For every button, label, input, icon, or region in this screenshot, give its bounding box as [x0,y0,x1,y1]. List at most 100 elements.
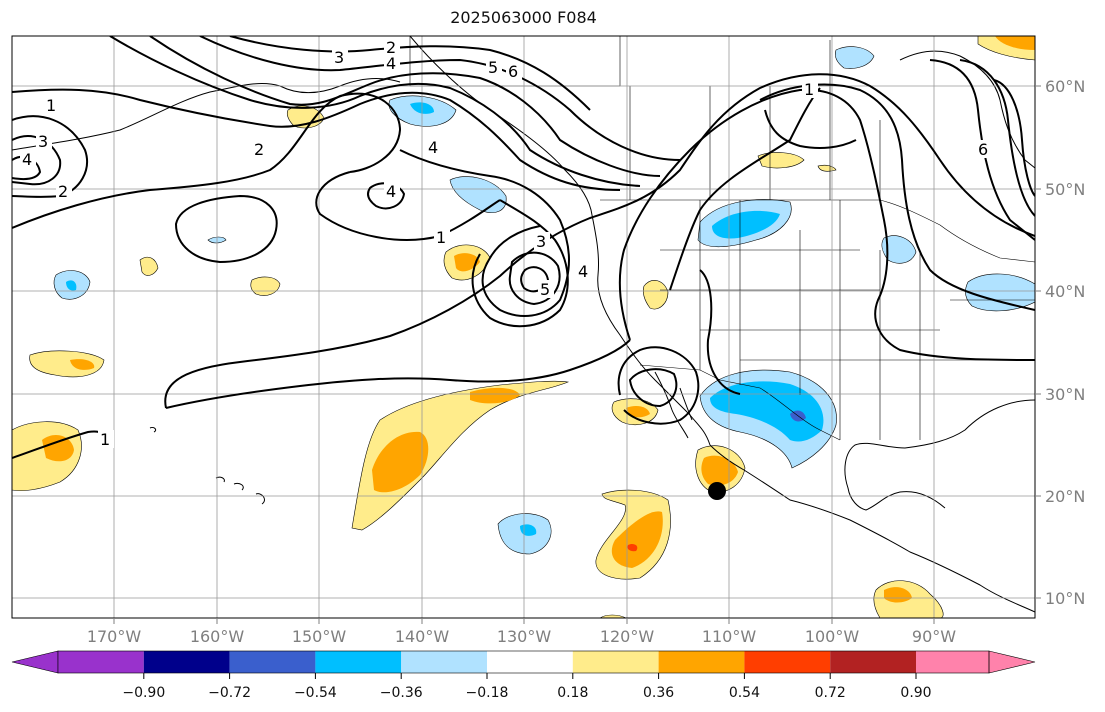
contour-label: 5 [488,58,498,77]
colorbar-tick-label: −0.90 [122,685,165,701]
lon-tick-label: 170°W [87,627,142,646]
colorbar-swatch [830,651,916,673]
contour-line [164,73,1035,409]
contour-label: 6 [508,62,518,81]
positive-anomaly-region [626,406,650,418]
contour-label: 6 [978,140,988,159]
negative-anomaly-region [710,381,824,442]
contour-line [149,36,661,177]
shaded-anomaly-regions [12,36,1035,618]
contour-label: 3 [38,132,48,151]
lon-tick-label: 90°W [912,627,956,646]
colorbar-tick-label: −0.36 [380,685,423,701]
colorbar-extend-high [988,650,1036,674]
negative-anomaly-region [834,46,875,69]
contour-line [315,171,501,241]
colorbar-ticks [143,673,917,679]
colorbar-swatch [58,651,144,673]
colorbar: −0.90 −0.72 −0.54 −0.36 −0.18 0.18 0.36 … [11,650,1036,701]
colorbar-swatch [916,651,989,673]
location-marker [708,482,726,500]
lon-tick-label: 110°W [702,627,757,646]
us-canada-border [600,199,1035,263]
colorbar-swatch [744,651,831,673]
positive-anomaly-region [139,256,159,276]
lon-tick-label: 140°W [395,627,450,646]
contour-line [471,199,569,328]
contour-line [109,36,641,187]
contour-line [12,135,62,186]
contour-label: 4 [386,182,396,201]
contour-line [759,83,1035,311]
positive-anomaly-region [627,543,638,552]
positive-anomaly-region [642,280,669,310]
colorbar-tick-label: −0.54 [294,685,337,701]
contour-label: 1 [100,430,110,449]
contour-line [929,59,1035,241]
contour-line [399,149,570,317]
positive-anomaly-region [29,350,105,378]
contour-line [174,194,278,264]
positive-anomaly-region [42,435,74,462]
coastline-hudson [899,50,1035,169]
positive-anomaly-region [757,152,805,169]
contour-label: 5 [540,280,550,299]
us-state-lines [660,200,1035,440]
contour-line [520,266,550,293]
contour-line [618,88,1035,361]
colorbar-tick-label: 0.36 [643,685,674,701]
coastline-gulf [844,399,1035,511]
contour-label: 4 [386,54,396,73]
colorbar-swatch [487,651,573,673]
contour-label: 2 [386,38,396,57]
colorbar-swatch [401,651,487,673]
negative-anomaly-region [965,273,1035,312]
contour-label: 4 [22,150,32,169]
positive-anomaly-region [995,36,1035,50]
contour-label: 1 [804,80,814,99]
contour-line [993,79,1035,197]
canada-province-lines [629,40,881,200]
lat-tick-label: 60°N [1045,77,1085,96]
lon-tick-label: 100°W [805,627,860,646]
contour-label: 3 [536,232,546,251]
negative-anomaly-region [881,235,917,264]
contour-line [669,87,821,291]
colorbar-tick-label: 0.54 [729,685,760,701]
colorbar-tick-label: −0.72 [208,685,251,701]
negative-anomaly-region [66,280,77,291]
contour-label: 4 [428,138,438,157]
lon-tick-label: 130°W [497,627,552,646]
contour-label: 2 [254,140,264,159]
colorbar-tick-label: 0.18 [557,685,588,701]
contour-line [764,109,857,149]
contour-line [229,36,591,111]
colorbar-swatch [143,651,230,673]
contour-label: 3 [334,48,344,67]
contour-line [699,269,741,395]
coastline-baja [654,371,693,439]
gridlines [12,36,1035,618]
lat-tick-label: 40°N [1045,282,1085,301]
lat-tick-label: 30°N [1045,385,1085,404]
positive-anomaly-region [611,511,663,568]
lon-tick-label: 150°W [292,627,347,646]
positive-anomaly-region [884,587,912,603]
contour-label: 2 [58,182,68,201]
lon-tick-label: 160°W [190,627,245,646]
negative-anomaly-region [449,176,507,213]
contour-line [12,115,88,198]
contour-label: 1 [46,96,56,115]
positive-anomaly-region [817,164,837,172]
contour-lines [12,36,1035,459]
contour-line [199,36,681,161]
colorbar-tick-label: −0.18 [466,685,509,701]
colorbar-swatch [315,651,402,673]
map-title: 2025063000 F084 [450,8,597,27]
positive-anomaly-region [70,359,95,370]
positive-anomaly-region [351,380,570,531]
contour-line [959,59,1035,217]
colorbar-swatch [658,651,745,673]
contour-line [12,88,621,191]
